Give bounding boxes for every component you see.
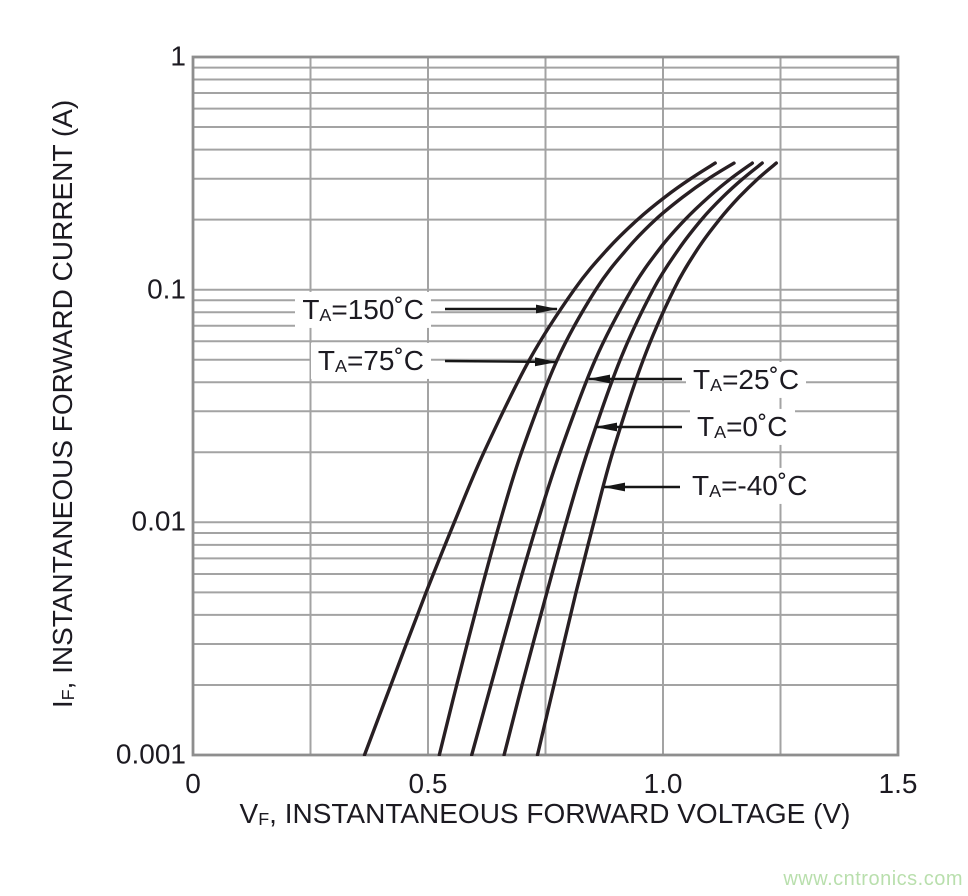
x-axis-title-text: , INSTANTANEOUS FORWARD VOLTAGE (V)	[269, 798, 851, 829]
y-tick-label-0.1: 0.1	[147, 273, 186, 305]
annotation-symbol: T	[302, 293, 320, 325]
curve-0c	[502, 161, 764, 756]
annotation-subscript: A	[710, 375, 723, 396]
annotation-ta-minus40c: TA=-40˚C	[685, 467, 815, 505]
x-tick-label-1.5: 1.5	[878, 768, 918, 799]
annotation-subscript: A	[709, 481, 722, 502]
x-tick-label-1.0: 1.0	[643, 768, 683, 799]
y-tick-label-1: 1	[170, 40, 186, 72]
annotation-value: =-40˚C	[721, 469, 808, 501]
annotation-value: =150˚C	[331, 293, 424, 325]
annotation-value: =0˚C	[726, 410, 788, 442]
annotation-subscript: A	[319, 305, 332, 326]
y-axis-title: IF, INSTANTANEOUS FORWARD CURRENT (A)	[47, 100, 79, 708]
y-tick-label-0.001: 0.001	[115, 738, 186, 770]
y-axis-title-symbol: I	[46, 700, 78, 709]
curve--40c	[535, 161, 778, 756]
annotation-subscript: A	[714, 422, 727, 443]
annotation-ta-0c: TA=0˚C	[690, 408, 795, 446]
annotation-arrows	[444, 304, 682, 492]
annotation-symbol: T	[317, 344, 335, 376]
plot-frame	[191, 55, 900, 757]
annotation-symbol: T	[692, 469, 710, 501]
annotation-ta-25c: TA=25˚C	[686, 361, 807, 399]
annotation-value: =25˚C	[722, 363, 800, 395]
x-tick-label-0.5: 0.5	[408, 768, 448, 799]
curve-75c	[437, 161, 736, 756]
annotation-subscript: A	[335, 356, 347, 377]
x-tick-label-0: 0	[185, 768, 201, 799]
y-axis-title-subscript: F	[58, 689, 79, 701]
annotation-ta-75c: TA=75˚C	[310, 342, 431, 380]
x-axis-title-subscript: F	[258, 809, 270, 830]
arrow-ta-75c	[444, 357, 557, 367]
x-axis-title: VF, INSTANTANEOUS FORWARD VOLTAGE (V)	[240, 798, 851, 830]
y-tick-label-0.01: 0.01	[131, 505, 187, 537]
y-axis-title-text: , INSTANTANEOUS FORWARD CURRENT (A)	[46, 99, 78, 690]
grid-lines	[192, 57, 899, 756]
curve-150c	[362, 161, 717, 756]
annotation-symbol: T	[697, 410, 715, 442]
watermark: www.cntronics.com	[783, 868, 963, 890]
annotation-symbol: T	[693, 363, 711, 395]
curve-25c	[470, 161, 754, 756]
annotation-value: =75˚C	[346, 344, 424, 376]
curve-group	[362, 161, 778, 756]
x-axis-title-symbol: V	[239, 798, 259, 829]
annotation-ta-150c: TA=150˚C	[295, 291, 431, 329]
